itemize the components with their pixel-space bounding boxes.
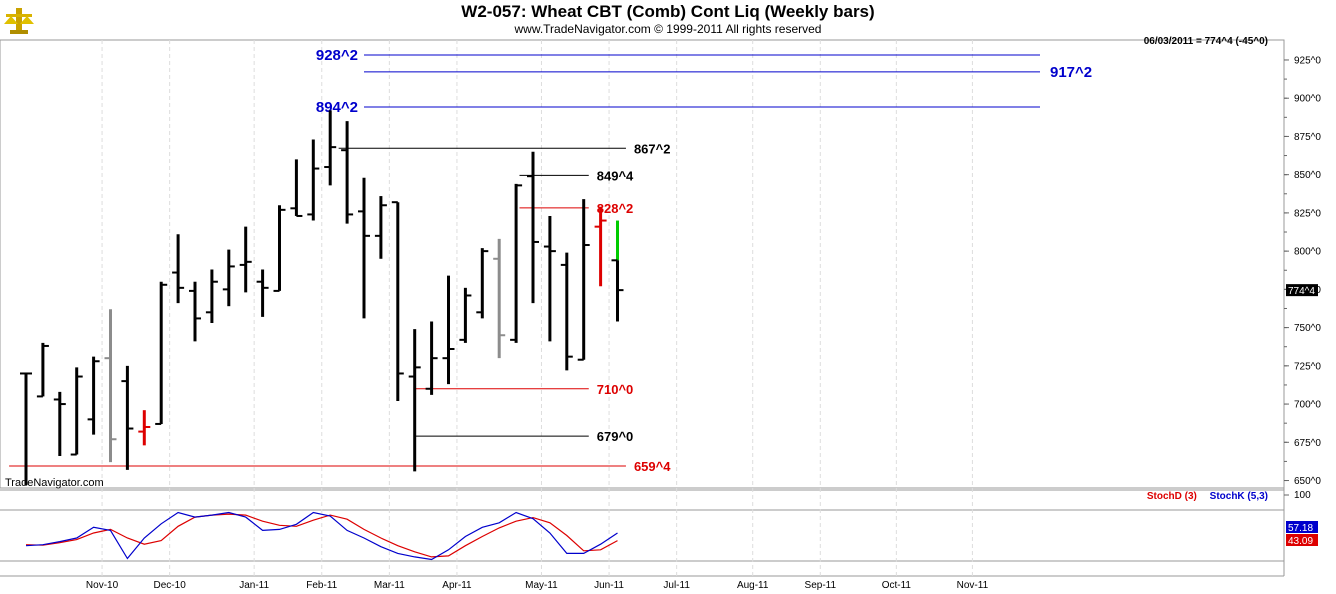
price-tick-label: 900^0: [1294, 94, 1321, 105]
ohlc-bar: [36, 342, 49, 398]
month-tick-label: Apr-11: [442, 580, 472, 591]
price-tick-label: 700^0: [1294, 400, 1321, 411]
ohlc-bar: [543, 215, 556, 342]
ohlc-bar: [138, 410, 151, 446]
ohlc-bar: [172, 234, 185, 304]
level-label: 828^2: [597, 201, 634, 216]
ohlc-bar: [189, 281, 201, 342]
ohlc-bar: [70, 367, 83, 456]
price-tick-label: 925^0: [1294, 55, 1321, 66]
level-label: 659^4: [634, 459, 671, 474]
price-tick-label: 650^0: [1294, 476, 1321, 487]
stoch-axis-100-label: 100: [1294, 490, 1311, 501]
trading-scales-logo-icon: [4, 8, 34, 34]
stochd-value-label: 43.09: [1288, 536, 1313, 547]
last-price-label: 774^4: [1288, 286, 1315, 297]
ohlc-bar: [611, 220, 624, 322]
price-tick-label: 850^0: [1294, 170, 1321, 181]
price-tick-label: 750^0: [1294, 323, 1321, 334]
price-tick-label: 875^0: [1294, 132, 1321, 143]
month-tick-label: Jan-11: [239, 580, 269, 591]
level-label: 849^4: [597, 168, 634, 183]
ohlc-bar: [594, 206, 607, 287]
level-label: 917^2: [1050, 64, 1092, 81]
ohlc-bar: [442, 275, 455, 385]
ohlc-bar: [273, 205, 286, 292]
price-tick-label: 675^0: [1294, 438, 1321, 449]
month-tick-label: Jun-11: [594, 580, 624, 591]
ohlc-bar: [104, 309, 117, 463]
stochd-line: [25, 513, 618, 558]
month-tick-label: May-11: [525, 580, 558, 591]
ohlc-bar: [341, 121, 354, 224]
ohlc-bar: [87, 356, 100, 435]
ohlc-bar: [121, 365, 134, 470]
level-label: 679^0: [597, 429, 634, 444]
level-label: 867^2: [634, 141, 671, 156]
stochd-value-box: [1286, 534, 1318, 546]
last-price-box: [1286, 284, 1318, 297]
ohlc-bar: [307, 139, 320, 221]
month-tick-label: Jul-11: [663, 580, 690, 591]
month-tick-label: Nov-11: [957, 580, 989, 591]
month-tick-label: Nov-10: [86, 580, 119, 591]
stochk-legend: StochK (5,3): [1209, 491, 1268, 502]
month-tick-label: Aug-11: [737, 580, 769, 591]
ohlc-bar: [459, 287, 472, 343]
chart-title: W2-057: Wheat CBT (Comb) Cont Liq (Weekl…: [461, 2, 875, 21]
ohlc-bar: [53, 391, 66, 457]
ohlc-bar: [577, 199, 590, 361]
ohlc-bar: [324, 110, 337, 186]
stochk-value-label: 57.18: [1288, 523, 1313, 534]
ohlc-bar: [374, 196, 387, 259]
ohlc-bar: [408, 329, 421, 472]
ohlc-bar: [205, 269, 218, 324]
last-price-status: 06/03/2011 = 774^4 (-45^0): [1143, 36, 1268, 47]
level-label: 894^2: [316, 99, 358, 116]
stochk-line: [25, 511, 618, 561]
ohlc-bar: [256, 269, 269, 317]
month-tick-label: Mar-11: [374, 580, 405, 591]
ohlc-bar: [391, 201, 404, 402]
month-tick-label: Dec-10: [154, 580, 187, 591]
price-tick-label: 725^0: [1294, 361, 1321, 372]
ohlc-bar: [222, 249, 235, 307]
ohlc-bar: [493, 238, 506, 359]
copyright-text: www.TradeNavigator.com © 1999-2011 All r…: [514, 22, 822, 36]
ohlc-bar: [358, 177, 370, 319]
ohlc-bar: [155, 281, 168, 425]
ohlc-bar: [425, 321, 438, 395]
ohlc-bar: [527, 151, 539, 304]
ohlc-bar: [560, 252, 573, 371]
month-tick-label: Oct-11: [882, 580, 912, 591]
ohlc-bar: [290, 159, 303, 217]
level-label: 928^2: [316, 47, 358, 64]
ohlc-bar: [20, 372, 32, 486]
ohlc-bar: [476, 248, 489, 319]
ohlc-bar: [239, 226, 252, 293]
month-tick-label: Sep-11: [805, 580, 837, 591]
stochastic-legend: StochD (3) StochK (5,3): [1147, 491, 1268, 502]
month-tick-label: Feb-11: [306, 580, 337, 591]
price-tick-label: 825^0: [1294, 208, 1321, 219]
watermark: TradeNavigator.com: [5, 477, 104, 489]
price-tick-label: 800^0: [1294, 247, 1321, 258]
ohlc-bar: [510, 183, 523, 343]
level-label: 710^0: [597, 382, 634, 397]
stochk-value-box: [1286, 521, 1318, 533]
stochd-legend: StochD (3): [1146, 491, 1197, 502]
